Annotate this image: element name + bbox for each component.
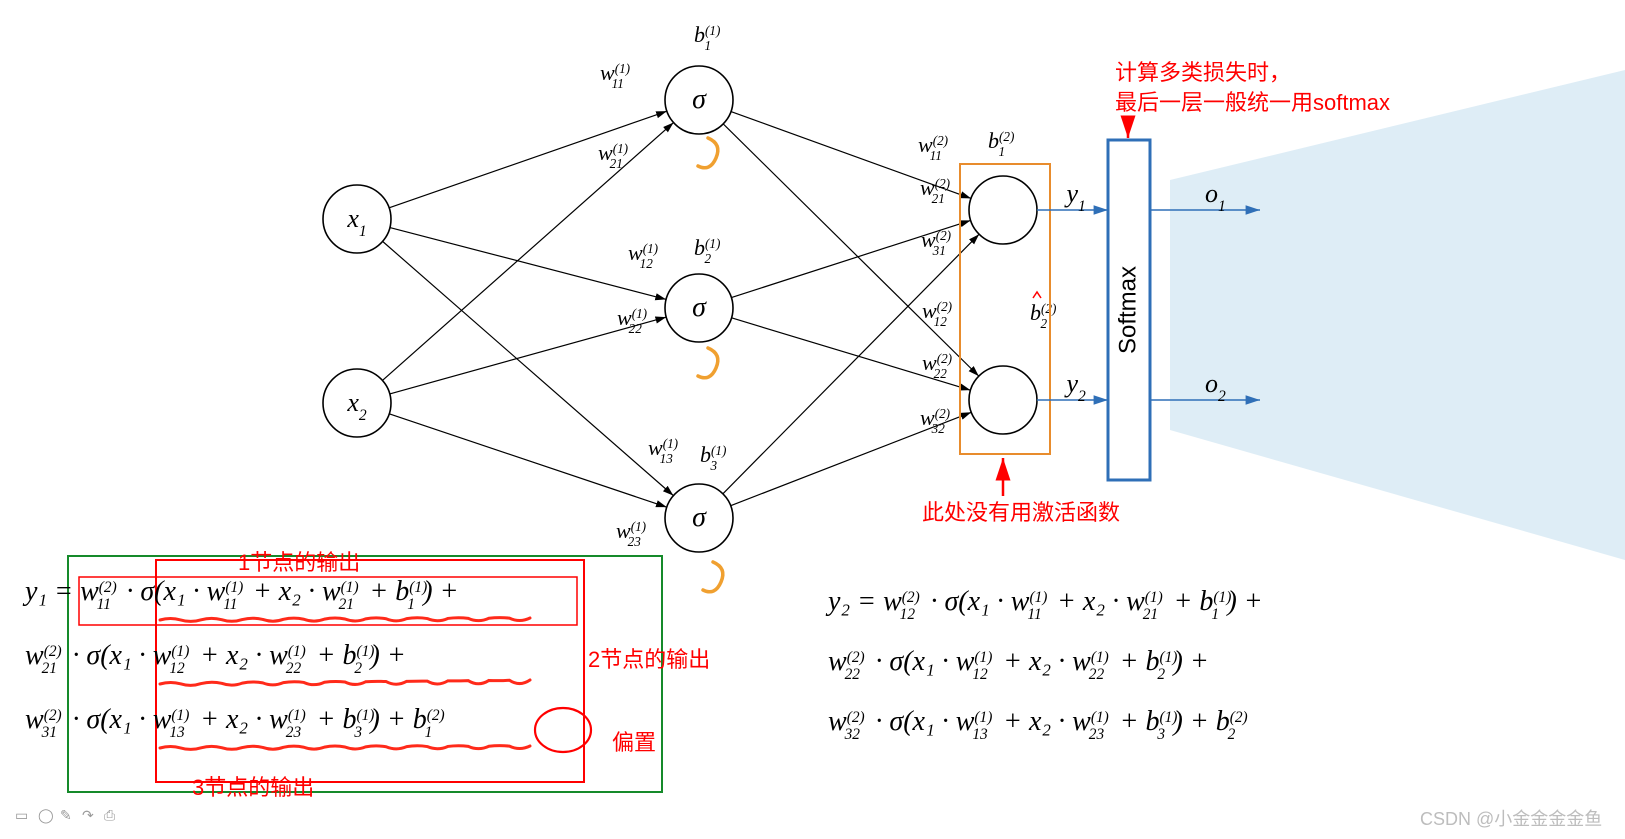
red-circle-bias xyxy=(535,708,591,752)
y-label-2: y2 xyxy=(1064,369,1087,405)
red-underline-1 xyxy=(160,680,530,685)
node-o2 xyxy=(969,366,1037,434)
small-red-annot-1: 2节点的输出 xyxy=(588,647,710,672)
weight-label-11(1): w(1)11 xyxy=(600,60,630,91)
weight-label-22(2): w(2)22 xyxy=(922,350,952,381)
node-o1 xyxy=(969,176,1037,244)
eq-left-line-0: y₁ = w(2)11 · σ(x₁ · w(1)11 + x₂ · w(1)2… xyxy=(22,576,459,613)
edge-x1-h3 xyxy=(383,241,674,495)
output-cone xyxy=(1170,70,1625,560)
bias-label: b(1)1 xyxy=(694,22,720,53)
toolbar-icon-0: ▭ xyxy=(15,807,28,823)
weight-label-21(2): w(2)21 xyxy=(920,175,950,206)
diagram-canvas: w(1)11 w(1)12 w(1)13 w(1)21 w(1)22 w(1)23 w(2)… xyxy=(0,0,1625,839)
eq-right-line-2: w(2)32 · σ(x₁ · w(1)13 + x₂ · w(1)23 + b… xyxy=(828,706,1248,743)
red-underline-0 xyxy=(160,618,530,622)
small-red-annot-0: 1节点的输出 xyxy=(238,550,360,575)
eq-right-line-0: y₂ = w(2)12 · σ(x₁ · w(1)11 + x₂ · w(1)2… xyxy=(825,586,1263,623)
bias-label: b(1)2 xyxy=(694,235,720,266)
red-underline-2 xyxy=(160,746,530,750)
bias-label: b(1)3 xyxy=(700,442,726,473)
softmax-label: Softmax xyxy=(1114,266,1141,354)
weight-label-23(1): w(1)23 xyxy=(616,518,646,549)
node-label-h2: σ xyxy=(692,292,707,323)
edge-x2-h3 xyxy=(389,414,667,507)
red-annotation-0: 计算多类损失时， xyxy=(1115,60,1291,85)
edge-x1-h2 xyxy=(390,228,666,300)
small-red-annot-2: 3节点的输出 xyxy=(192,775,314,800)
weight-label-11(2): w(2)11 xyxy=(918,132,948,163)
curl-1 xyxy=(698,138,718,168)
bias-label: b(2)1 xyxy=(988,128,1014,159)
curl-2 xyxy=(698,348,718,378)
red-annotation-2: 此处没有用激活函数 xyxy=(922,500,1120,525)
scribble-mark xyxy=(1033,292,1041,298)
weight-label-22(1): w(1)22 xyxy=(617,305,647,336)
node-label-h3: σ xyxy=(692,502,707,533)
small-red-annot-3: 偏置 xyxy=(612,730,656,755)
weight-label-21(1): w(1)21 xyxy=(598,140,628,171)
curl-3 xyxy=(703,562,723,592)
eq-right-line-1: w(2)22 · σ(x₁ · w(1)12 + x₂ · w(1)22 + b… xyxy=(828,646,1209,683)
toolbar-icon-1: ◯ xyxy=(38,807,54,824)
toolbar-icon-4: ⎙ xyxy=(104,807,115,823)
weight-label-12(1): w(1)12 xyxy=(628,240,658,271)
y-label-1: y1 xyxy=(1064,179,1086,215)
edge-x1-h1 xyxy=(389,111,667,208)
weight-label-13(1): w(1)13 xyxy=(648,435,678,466)
watermark: CSDN @小金金金金鱼 xyxy=(1420,809,1602,829)
bias-label: b(2)2 xyxy=(1030,300,1056,331)
eq-left-line-2: w(2)31 · σ(x₁ · w(1)13 + x₂ · w(1)23 + b… xyxy=(25,704,445,741)
toolbar-icon-2: ✎ xyxy=(60,807,72,823)
eq-left-line-1: w(2)21 · σ(x₁ · w(1)12 + x₂ · w(1)22 + b… xyxy=(25,640,406,677)
node-label-h1: σ xyxy=(692,84,707,115)
weight-label-31(2): w(2)31 xyxy=(921,227,951,258)
toolbar-icon-3: ↷ xyxy=(82,807,94,823)
red-annotation-1: 最后一层一般统一用softmax xyxy=(1115,90,1390,115)
